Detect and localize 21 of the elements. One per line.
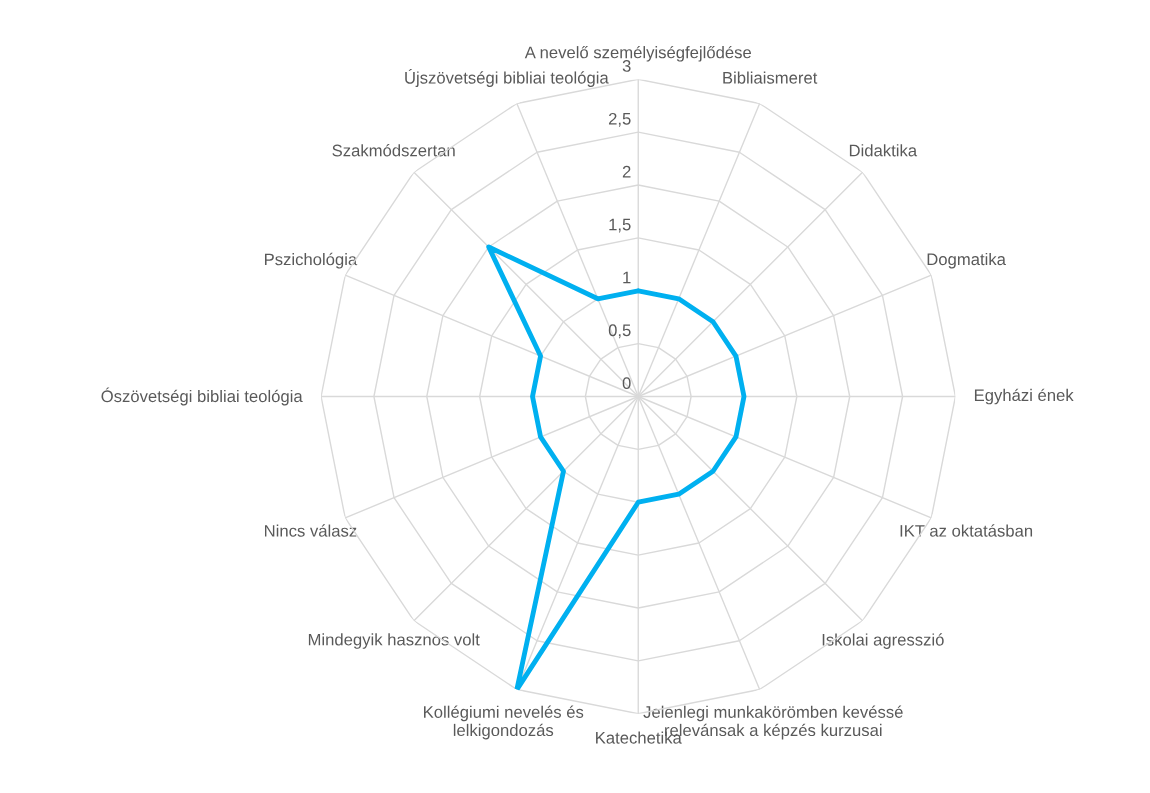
spoke-label: Kollégiumi nevelés és lelkigondozás [424,705,584,740]
spoke-label: IKT az oktatásban [900,524,1033,537]
spoke-label: Mindegyik hasznos volt [308,633,480,649]
y-tick-label: 2 [622,165,631,178]
spoke-label: Szakmódszertan [332,143,455,157]
spoke-label: A nevelő személyiségfejlődése [524,45,752,62]
spoke-label: Ószövetségi bibliai teológia [101,387,303,406]
y-tick-label: 0,5 [608,324,631,339]
y-tick-label: 3 [622,60,631,72]
spoke-label: Egyházi ének [974,388,1074,405]
spoke-label: Didaktika [849,144,918,157]
y-tick-label: 2,5 [608,112,631,127]
y-tick-label: 0 [622,377,631,390]
y-tick-label: 1,5 [609,218,631,233]
spoke-label: Dogmatika [927,252,1006,269]
spoke-label: Pszichológia [264,252,358,269]
spoke-label: Iskolai agresszió [822,633,944,649]
spoke-label: Bibliaismeret [723,71,818,84]
y-tick-label: 1 [623,271,631,284]
spoke-label: Újszövetségi bibliai teológia [405,69,609,87]
spoke-label: Nincs válasz [265,524,357,537]
